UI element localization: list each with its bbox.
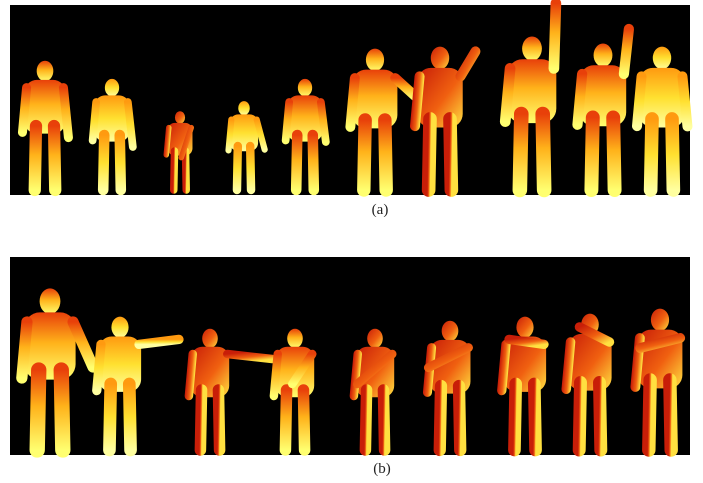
arm <box>227 354 272 359</box>
leg <box>129 384 130 450</box>
leg <box>54 126 55 190</box>
leg <box>534 384 535 450</box>
leg <box>440 386 441 450</box>
head <box>287 329 303 348</box>
arm <box>637 76 642 126</box>
arm <box>502 344 506 390</box>
head <box>366 49 384 71</box>
leg <box>520 114 521 190</box>
head <box>238 101 249 115</box>
leg <box>109 384 110 450</box>
leg <box>543 114 544 190</box>
leg <box>61 370 63 450</box>
arm <box>509 339 544 344</box>
leg <box>579 383 580 451</box>
arm <box>22 322 27 378</box>
leg <box>237 146 238 190</box>
leg <box>591 118 592 191</box>
figure: (a) (b) <box>0 0 703 483</box>
leg <box>200 390 201 450</box>
arm <box>624 29 629 74</box>
arm <box>321 102 326 142</box>
head <box>175 111 185 123</box>
head <box>442 321 459 341</box>
leg <box>37 370 39 450</box>
leg <box>364 120 365 190</box>
caption: (b) <box>373 461 391 477</box>
leg <box>285 390 286 450</box>
leg <box>672 119 673 190</box>
head <box>651 309 669 331</box>
leg <box>514 384 515 450</box>
leg <box>250 146 251 190</box>
arm <box>128 102 133 147</box>
arm <box>682 76 687 126</box>
leg <box>385 120 386 190</box>
arm <box>139 339 179 344</box>
leg <box>103 135 104 190</box>
leg <box>303 390 304 450</box>
leg <box>649 380 650 450</box>
leg <box>383 390 384 450</box>
head <box>202 329 218 348</box>
leg <box>600 383 601 451</box>
head <box>653 47 671 70</box>
arm <box>22 88 26 133</box>
leg <box>174 151 175 190</box>
head <box>522 36 542 60</box>
leg <box>365 390 366 450</box>
leg <box>313 135 314 190</box>
arm <box>274 354 278 396</box>
arm <box>350 78 354 127</box>
arm <box>354 354 358 396</box>
head <box>111 317 128 338</box>
arm <box>166 128 168 155</box>
arm <box>189 354 193 396</box>
leg <box>185 151 186 190</box>
leg <box>120 135 121 190</box>
head <box>367 329 383 348</box>
arm <box>229 120 232 151</box>
head <box>37 61 54 81</box>
head <box>105 79 119 97</box>
leg <box>459 386 460 450</box>
leg <box>296 135 297 190</box>
arm <box>415 76 420 126</box>
leg <box>450 119 451 190</box>
arm <box>554 3 556 68</box>
leg <box>429 119 430 190</box>
leg <box>670 380 671 450</box>
head <box>594 44 613 67</box>
leg <box>35 126 36 190</box>
arm <box>286 102 290 141</box>
arm <box>505 68 510 121</box>
leg <box>218 390 219 450</box>
head <box>298 79 312 97</box>
arm <box>63 88 68 138</box>
arm <box>577 74 582 125</box>
leg <box>651 119 652 190</box>
head <box>40 288 61 314</box>
head <box>516 317 533 338</box>
arm <box>97 344 101 390</box>
caption: (a) <box>372 202 389 218</box>
arm <box>566 342 570 389</box>
leg <box>613 118 614 191</box>
head <box>431 47 449 70</box>
arm <box>93 102 97 141</box>
